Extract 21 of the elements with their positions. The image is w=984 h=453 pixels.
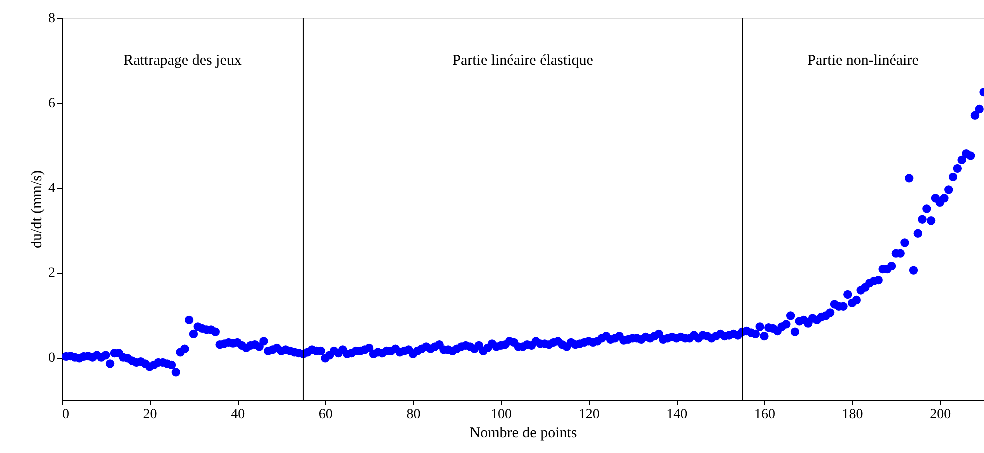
y-tick-label: 4 bbox=[48, 181, 56, 196]
annotation: Partie non-linéaire bbox=[808, 53, 920, 69]
x-tick-label: 20 bbox=[143, 408, 158, 422]
y-tick-label: 2 bbox=[48, 266, 56, 282]
x-tick-label: 0 bbox=[62, 408, 70, 422]
annotation: Partie linéaire élastique bbox=[452, 53, 594, 69]
annotation: Rattrapage des jeux bbox=[124, 53, 242, 69]
x-tick-label: 160 bbox=[754, 408, 776, 422]
x-tick-label: 40 bbox=[231, 408, 246, 422]
y-axis-title: du/dt (mm/s) bbox=[30, 170, 46, 248]
x-tick-label: 80 bbox=[406, 408, 421, 422]
y-tick-label: 6 bbox=[48, 96, 56, 112]
y-tick-label: 0 bbox=[48, 351, 56, 366]
y-tick-label: 8 bbox=[48, 12, 56, 26]
x-tick-label: 100 bbox=[491, 408, 512, 422]
x-tick-label: 200 bbox=[930, 408, 952, 422]
x-tick-label: 140 bbox=[666, 408, 688, 422]
x-tick-label: 60 bbox=[318, 408, 333, 422]
x-tick-label: 180 bbox=[842, 408, 864, 422]
x-tick-label: 120 bbox=[578, 408, 600, 422]
x-axis-title: Nombre de points bbox=[470, 426, 578, 442]
